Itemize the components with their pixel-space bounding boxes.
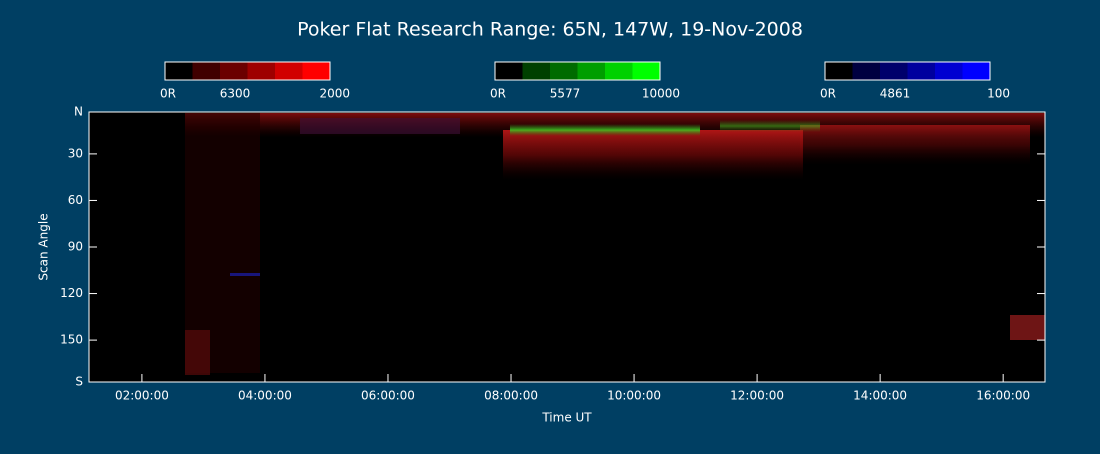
chart-title: Poker Flat Research Range: 65N, 147W, 19… <box>297 19 803 41</box>
x-tick-label: 12:00:00 <box>730 389 784 403</box>
colorbar-step <box>852 62 881 80</box>
colorbar-min-label: 0R <box>160 87 176 101</box>
aurora-band <box>1010 315 1045 340</box>
colorbar-min-label: 0R <box>490 87 506 101</box>
colorbar-name: 5577 <box>550 87 581 101</box>
x-tick-label: 04:00:00 <box>238 389 292 403</box>
colorbar-step <box>165 62 193 80</box>
aurora-band <box>185 113 260 373</box>
colorbar-frame <box>824 61 991 81</box>
x-tick-label: 14:00:00 <box>853 389 907 403</box>
aurora-band <box>510 124 700 136</box>
colorbar-max-label: 10000 <box>642 87 680 101</box>
colorbar-step <box>247 62 276 80</box>
colorbar-max-label: 100 <box>987 87 1010 101</box>
y-tick-label: 30 <box>68 146 83 160</box>
colorbar-step <box>605 62 633 80</box>
aurora-band <box>720 120 820 132</box>
colorbar-step <box>907 62 936 80</box>
aurora-band <box>800 125 1030 165</box>
y-tick-label: 150 <box>60 333 83 347</box>
colorbar-step <box>495 62 523 80</box>
y-tick-label: 60 <box>68 193 83 207</box>
aurora-band <box>230 273 260 276</box>
y-axis-label: Scan Angle <box>37 213 51 280</box>
x-tick-label: 16:00:00 <box>976 389 1030 403</box>
y-tick-label: N <box>74 105 83 119</box>
aurora-band <box>300 118 460 134</box>
x-tick-label: 06:00:00 <box>361 389 415 403</box>
x-tick-label: 10:00:00 <box>607 389 661 403</box>
aurora-image <box>185 113 1045 375</box>
colorbar-frame <box>494 61 661 81</box>
colorbar-step <box>962 62 991 80</box>
colorbar-step <box>577 62 606 80</box>
colorbar-step <box>550 62 578 80</box>
colorbar-step <box>825 62 853 80</box>
y-tick-label: S <box>75 375 83 389</box>
colorbar-min-label: 0R <box>820 87 836 101</box>
colorbar-step <box>522 62 551 80</box>
x-tick-label: 08:00:00 <box>484 389 538 403</box>
colorbar-name: 4861 <box>880 87 911 101</box>
colorbar-frame <box>164 61 331 81</box>
colorbar-step <box>632 62 661 80</box>
y-tick-label: 90 <box>68 240 83 254</box>
colorbar-step <box>192 62 221 80</box>
colorbar-step <box>220 62 248 80</box>
aurora-band <box>185 330 210 375</box>
x-axis-label: Time UT <box>541 411 592 425</box>
colorbar-step <box>935 62 963 80</box>
colorbar-step <box>880 62 908 80</box>
colorbar-step <box>275 62 303 80</box>
y-tick-label: 120 <box>60 286 83 300</box>
colorbar-name: 6300 <box>220 87 251 101</box>
colorbar-max-label: 2000 <box>319 87 350 101</box>
aurora-band <box>503 130 803 180</box>
colorbar-step <box>302 62 331 80</box>
x-tick-label: 02:00:00 <box>115 389 169 403</box>
